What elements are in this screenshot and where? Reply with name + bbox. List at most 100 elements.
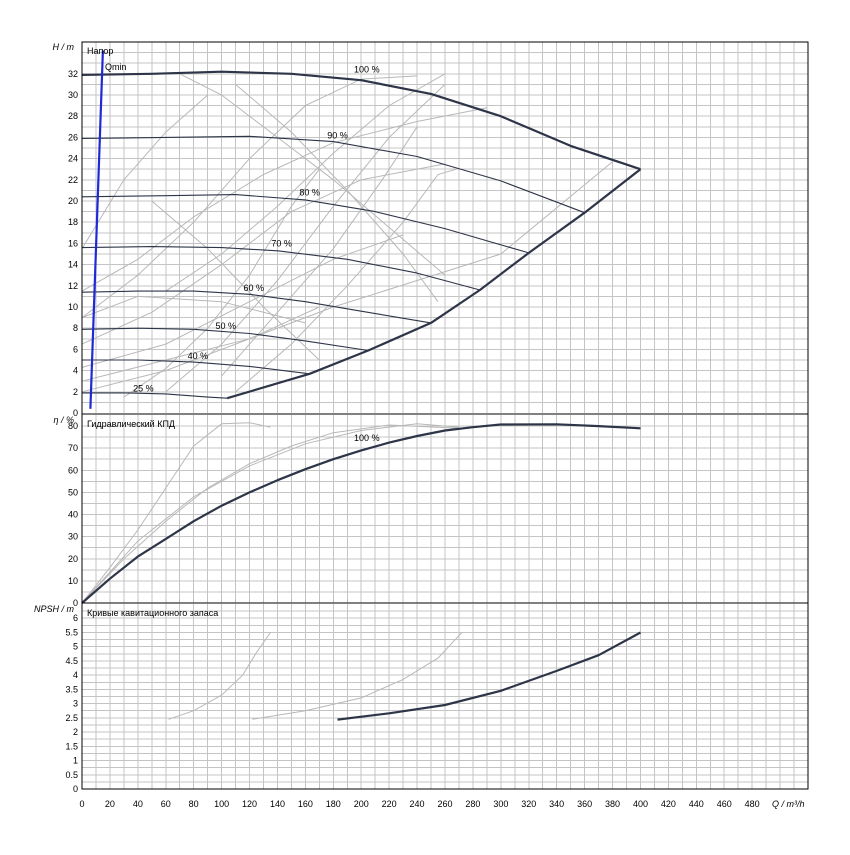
reference-curve [81,423,460,604]
y-tick-label: 28 [68,111,78,121]
x-tick-label: 20 [105,799,115,809]
reference-curve [81,163,446,345]
y-axis-label: H / m [53,42,75,52]
y-tick-label: 50 [68,487,78,497]
x-tick-label: 40 [133,799,143,809]
x-tick-label: 340 [549,799,564,809]
y-tick-label: 6 [73,613,78,623]
x-tick-label: 420 [661,799,676,809]
curve-70-pct [81,246,481,291]
x-tick-label: 260 [437,799,452,809]
curve-80-pct [81,194,529,254]
panel-title: Кривые кавитационного запаса [87,608,218,618]
x-tick-label: 200 [354,799,369,809]
reference-curve [81,306,320,393]
reference-curve [81,424,460,604]
y-tick-label: 70 [68,443,78,453]
speed-label: 60 % [243,283,264,293]
y-tick-label: 2.5 [65,713,78,723]
y-tick-label: 12 [68,281,78,291]
speed-label: 40 % [188,351,209,361]
x-tick-label: 120 [242,799,257,809]
x-tick-label: 480 [745,799,760,809]
y-tick-label: 2 [73,727,78,737]
reference-curve [179,73,446,276]
x-tick-label: 360 [577,799,592,809]
reference-curve [151,200,320,361]
y-tick-label: 20 [68,196,78,206]
reference-curve [252,632,463,720]
speed-label: 100 % [354,65,380,75]
y-tick-label: 2 [73,387,78,397]
y-tick-label: 1.5 [65,741,78,751]
y-tick-label: 30 [68,532,78,542]
x-tick-label: 80 [189,799,199,809]
x-tick-label: 280 [465,799,480,809]
y-tick-label: 20 [68,554,78,564]
x-tick-label: 240 [410,799,425,809]
x-tick-label: 400 [633,799,648,809]
reference-curve [235,168,457,393]
curve-100-pct [81,70,641,171]
y-tick-label: 18 [68,217,78,227]
x-tick-label: 60 [161,799,171,809]
y-tick-label: 0 [73,784,78,794]
x-tick-label: 300 [493,799,508,809]
curve-50-pct [81,327,369,352]
x-tick-label: 380 [605,799,620,809]
y-tick-label: 4.5 [65,656,78,666]
y-tick-label: 10 [68,302,78,312]
x-tick-label: 440 [689,799,704,809]
y-tick-label: 5.5 [65,627,78,637]
reference-curve [81,234,404,368]
y-tick-label: 5 [73,642,78,652]
speed-label: 25 % [133,384,154,394]
speed-label: 70 % [271,238,292,248]
reference-curve [165,73,446,292]
speed-label: 50 % [216,321,237,331]
curve-100-pct [81,423,641,604]
reference-curve [235,84,439,302]
y-tick-label: 14 [68,260,78,270]
y-axis-label: η / % [53,415,74,425]
curve-90-pct [81,135,585,214]
speed-label: 90 % [327,130,348,140]
y-tick-label: 0 [73,408,78,418]
qmin-label: Qmin [105,62,127,72]
y-axis-label: NPSH / m [34,604,75,614]
y-tick-label: 80 [68,421,78,431]
x-tick-label: 100 [214,799,229,809]
y-tick-label: 30 [68,90,78,100]
curve-60-pct [81,290,432,324]
reference-curve [81,107,487,292]
y-tick-label: 16 [68,238,78,248]
x-tick-label: 140 [270,799,285,809]
y-tick-label: 0.5 [65,770,78,780]
x-tick-label: 320 [521,799,536,809]
reference-curve [123,168,320,398]
x-tick-label: 460 [717,799,732,809]
x-tick-label: 160 [298,799,313,809]
x-tick-label: 0 [79,799,84,809]
y-tick-label: 22 [68,175,78,185]
y-tick-label: 60 [68,465,78,475]
curve-25-pct [82,392,228,399]
speed-label: 80 % [299,188,320,198]
y-tick-label: 32 [68,69,78,79]
curve-100-pct [337,631,642,721]
reference-curve [81,94,209,249]
x-axis-label: Q / m³/h [772,799,805,809]
reference-curve [81,295,306,324]
y-tick-label: 8 [73,323,78,333]
y-tick-label: 10 [68,576,78,586]
reference-curve [221,126,418,377]
y-tick-label: 1 [73,756,78,766]
x-tick-label: 180 [326,799,341,809]
y-tick-label: 24 [68,154,78,164]
panel-title: Гидравлический КПД [87,419,175,429]
panel-title: Напор [87,46,113,56]
y-tick-label: 4 [73,366,78,376]
speed-label: 100 % [354,433,380,443]
